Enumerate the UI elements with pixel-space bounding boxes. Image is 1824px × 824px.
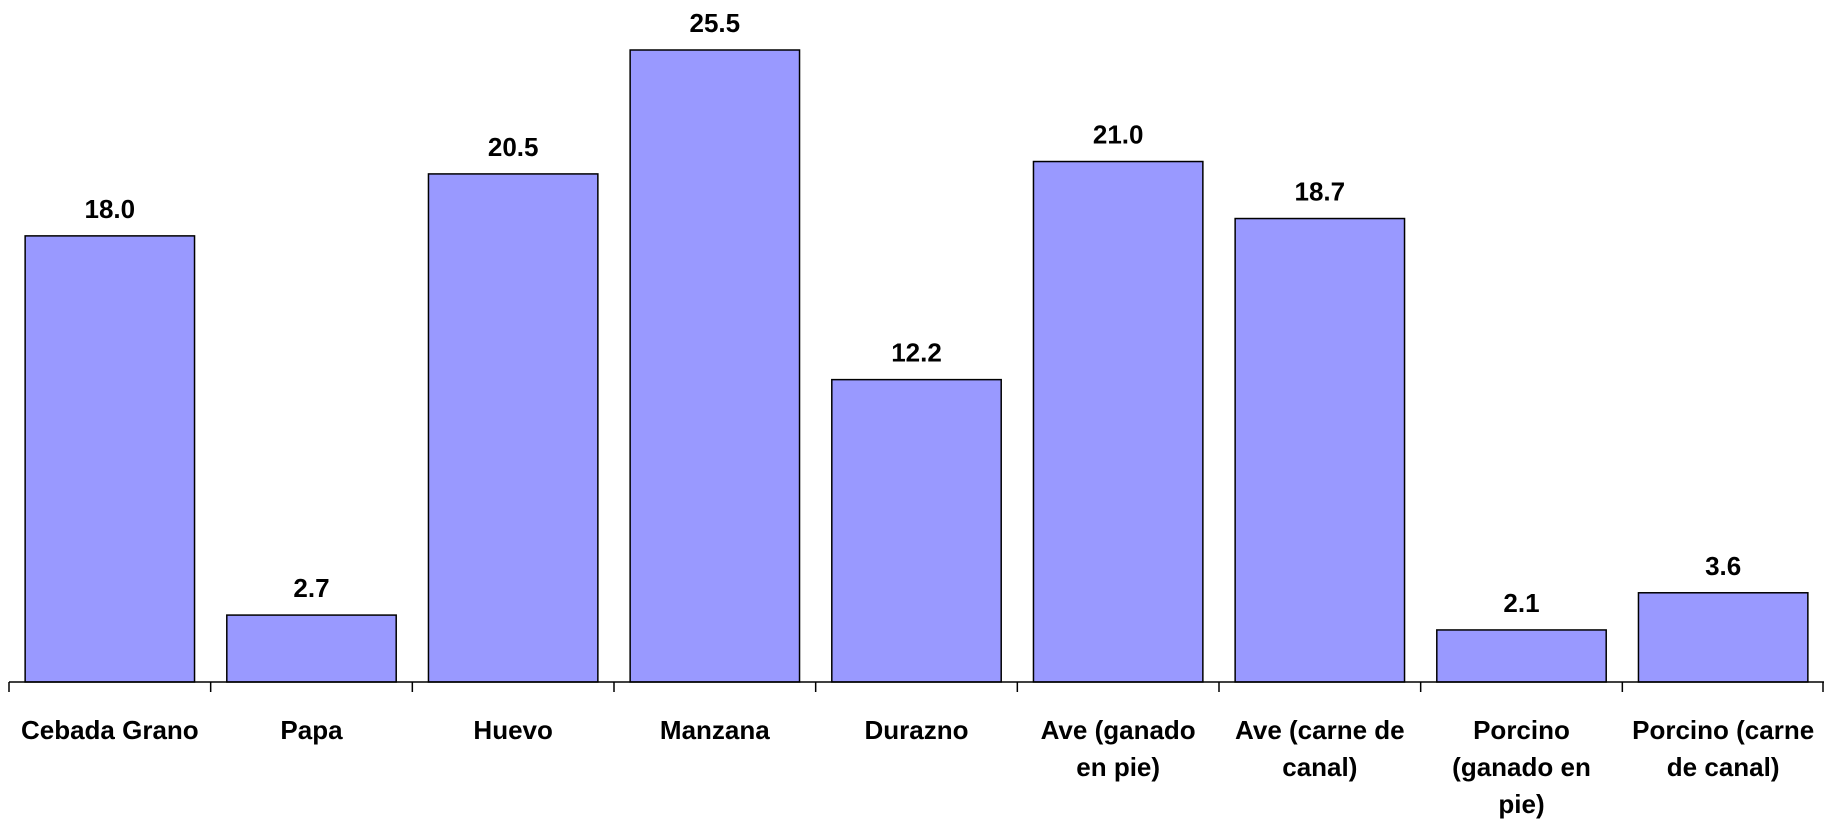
bar [1436,629,1607,683]
x-tick-label: Porcino (ganado en pie) [1452,715,1591,819]
value-label: 21.0 [1093,120,1144,150]
bar [629,49,801,683]
value-label: 2.1 [1503,588,1539,618]
bar [1637,592,1809,683]
bar [226,614,397,683]
value-label: 25.5 [690,8,741,38]
x-tick-label: Durazno [864,715,969,745]
bar [831,378,1002,683]
x-tick-label: Huevo [473,715,553,745]
value-label: 20.5 [488,132,539,162]
x-tick-label: Manzana [659,715,770,745]
x-tick-label: Cebada Grano [20,715,199,745]
value-label: 3.6 [1705,551,1741,581]
x-tick-label: Papa [280,715,343,745]
value-label: 12.2 [891,338,942,368]
x-tick-label: Ave (carne de canal) [1235,715,1405,782]
x-tick-label: Porcino (carne de canal) [1632,715,1815,782]
bar [1032,160,1204,683]
value-label: 2.7 [293,573,329,603]
value-label: 18.7 [1295,177,1346,207]
bar [1234,217,1406,683]
bar [24,235,196,683]
value-label: 18.0 [85,194,136,224]
bar [427,173,599,683]
x-tick-label: Ave (ganado en pie) [1040,715,1196,782]
